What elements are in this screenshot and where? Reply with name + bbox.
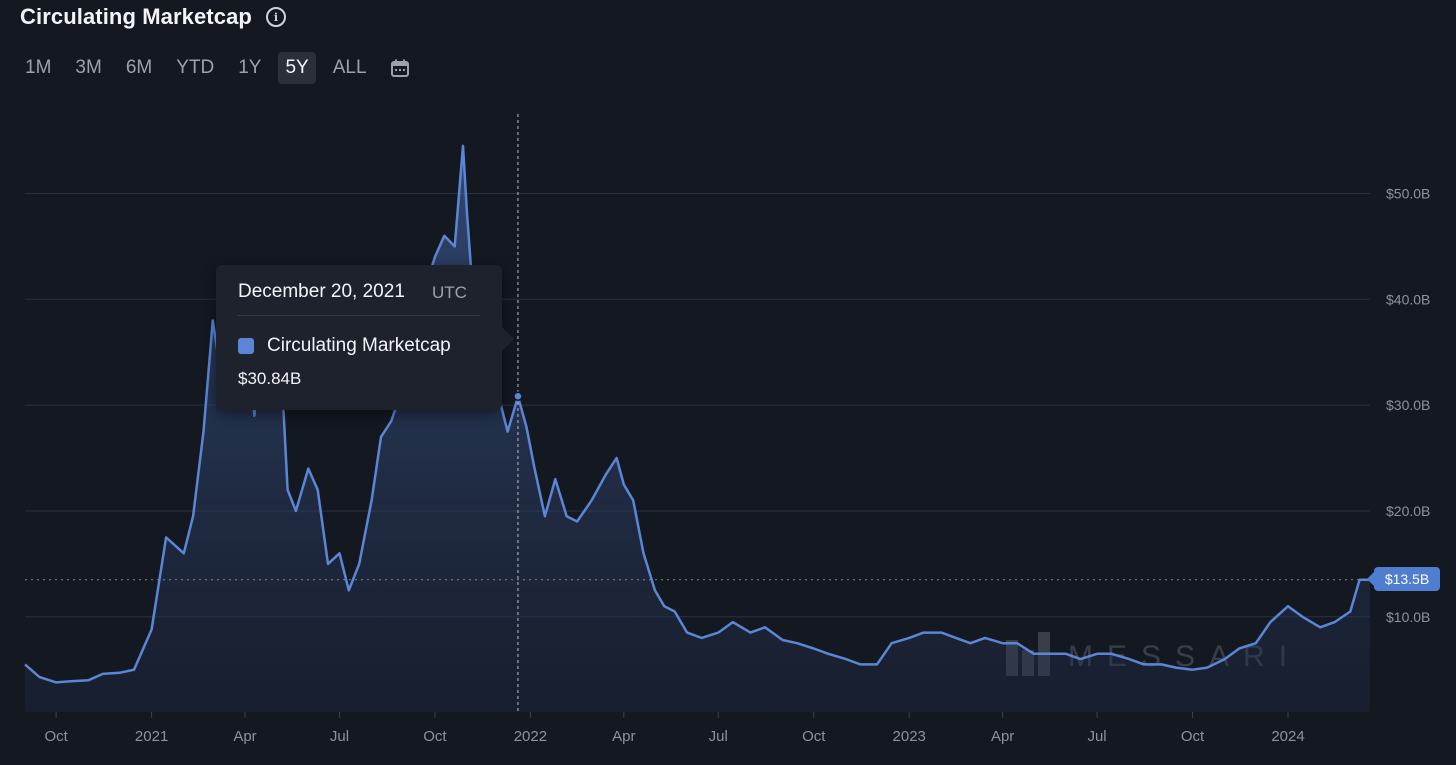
y-tick-label: $50.0B [1386, 185, 1430, 201]
tooltip-value: $30.84B [238, 369, 302, 388]
range-button-5y[interactable]: 5Y [278, 52, 316, 84]
x-tick-label: Oct [44, 728, 68, 745]
x-tick-label: Apr [233, 728, 256, 745]
time-range-selector: 1M 3M 6M YTD 1Y 5Y ALL [18, 52, 412, 84]
tooltip-series-name: Circulating Marketcap [267, 335, 451, 356]
x-tick-label: Oct [1181, 728, 1205, 745]
chart-title: Circulating Marketcap [20, 4, 252, 29]
range-button-all[interactable]: ALL [332, 57, 367, 78]
x-tick-label: Oct [423, 728, 447, 745]
x-tick-label: Jul [1087, 728, 1106, 745]
x-tick-label: Jul [709, 728, 728, 745]
tooltip-divider [238, 315, 480, 316]
chart-header: Circulating Marketcap i [20, 4, 286, 30]
calendar-icon[interactable] [388, 56, 412, 80]
y-tick-label: $30.0B [1386, 397, 1430, 413]
tooltip-date: December 20, 2021 [238, 281, 405, 302]
range-button-1y[interactable]: 1Y [238, 57, 262, 78]
y-tick-label: $20.0B [1386, 503, 1430, 519]
range-button-3m[interactable]: 3M [75, 57, 102, 78]
info-icon[interactable]: i [265, 7, 286, 27]
current-value-badge: $13.5B [1367, 567, 1440, 591]
tooltip-timezone: UTC [432, 283, 467, 302]
chart-tooltip: December 20, 2021 UTC Circulating Market… [216, 265, 514, 410]
series-area-fill [25, 145, 1370, 712]
x-tick-label: Jul [330, 728, 349, 745]
x-tick-label: Apr [991, 728, 1014, 745]
x-tick-label: 2024 [1271, 728, 1304, 745]
hover-point-marker [513, 391, 523, 401]
range-button-6m[interactable]: 6M [125, 57, 153, 78]
x-tick-label: Apr [612, 728, 635, 745]
range-button-ytd[interactable]: YTD [176, 57, 215, 78]
tooltip-series-swatch [238, 338, 254, 354]
y-tick-label: $10.0B [1386, 609, 1430, 625]
x-tick-label: 2022 [514, 728, 547, 745]
y-tick-label: $40.0B [1386, 291, 1430, 307]
x-tick-label: 2023 [893, 728, 926, 745]
x-tick-label: Oct [802, 728, 826, 745]
x-tick-label: 2021 [135, 728, 168, 745]
range-button-1m[interactable]: 1M [25, 57, 52, 78]
